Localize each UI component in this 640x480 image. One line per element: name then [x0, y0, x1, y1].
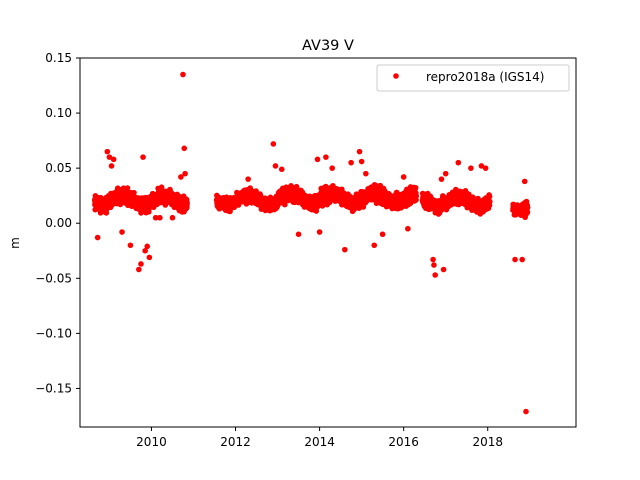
- data-point: [468, 165, 474, 171]
- data-point: [524, 209, 531, 215]
- x-tick-label: 2016: [388, 435, 419, 449]
- data-point: [329, 165, 336, 171]
- data-point: [521, 178, 528, 185]
- data-point: [342, 246, 348, 253]
- x-tick-label: 2010: [136, 435, 167, 449]
- y-tick-label: −0.10: [35, 326, 72, 340]
- data-point: [131, 189, 137, 196]
- data-point: [356, 148, 363, 155]
- data-point: [430, 256, 436, 263]
- data-point: [516, 203, 523, 210]
- data-points-layer: [91, 71, 531, 415]
- data-point: [136, 266, 142, 273]
- data-point: [486, 193, 493, 200]
- y-tick-label: 0.05: [45, 161, 72, 175]
- y-tick-label: −0.05: [35, 271, 72, 285]
- data-point: [455, 159, 462, 166]
- legend: repro2018a (IGS14): [376, 64, 570, 92]
- y-tick-label: −0.15: [35, 381, 72, 395]
- axes-layer: 2010 2012 2014 2016 2018 0.15 0.10 0.05 0.00 −0.0…: [35, 51, 577, 449]
- data-point: [157, 214, 163, 221]
- data-point: [169, 214, 176, 221]
- y-tick-label: 0.00: [45, 216, 72, 230]
- data-point: [119, 229, 125, 235]
- data-point: [94, 234, 101, 241]
- x-tick-label: 2014: [304, 435, 335, 449]
- legend-marker: [393, 73, 399, 79]
- y-tick-label: 0.15: [45, 51, 72, 65]
- data-point: [124, 185, 131, 191]
- data-point: [142, 247, 148, 254]
- data-point: [181, 145, 188, 152]
- data-point: [519, 256, 525, 263]
- data-point: [138, 261, 144, 267]
- data-point: [524, 204, 531, 211]
- data-point: [178, 174, 184, 180]
- data-point: [184, 200, 190, 206]
- data-point: [442, 170, 449, 177]
- legend-label: repro2018a (IGS14): [426, 70, 544, 84]
- chart-title: AV39 V: [302, 38, 354, 54]
- data-point: [180, 71, 186, 78]
- data-point: [278, 166, 285, 173]
- data-point: [146, 254, 153, 261]
- data-point: [314, 156, 321, 163]
- data-point: [438, 176, 445, 182]
- data-point: [158, 184, 165, 191]
- data-point: [316, 229, 323, 235]
- data-point: [140, 154, 146, 160]
- data-point: [405, 225, 411, 232]
- data-point: [108, 163, 115, 169]
- data-point: [486, 198, 493, 205]
- data-point: [182, 170, 188, 177]
- data-point: [323, 154, 329, 160]
- data-point: [523, 408, 529, 415]
- x-tick-label: 2012: [220, 435, 251, 449]
- data-point: [400, 174, 407, 180]
- data-point: [295, 231, 302, 238]
- data-point: [431, 262, 437, 268]
- data-point: [413, 193, 420, 199]
- data-point: [379, 231, 386, 238]
- data-point: [482, 165, 489, 171]
- data-point: [144, 243, 151, 250]
- data-point: [432, 272, 438, 278]
- data-point: [270, 141, 277, 147]
- x-tick-label: 2018: [472, 435, 503, 449]
- y-axis-label: m: [8, 237, 22, 249]
- data-point: [363, 170, 369, 177]
- data-point: [110, 156, 117, 163]
- data-point: [127, 242, 134, 249]
- data-point: [348, 159, 354, 166]
- data-point: [412, 184, 419, 191]
- data-point: [358, 158, 365, 165]
- data-point: [440, 266, 447, 273]
- data-point: [104, 148, 111, 155]
- y-tick-label: 0.10: [45, 106, 72, 120]
- data-point: [272, 163, 279, 169]
- data-point: [106, 154, 113, 160]
- data-point: [152, 214, 159, 221]
- data-point: [371, 242, 378, 249]
- plot-frame: [79, 57, 577, 428]
- data-point: [512, 256, 518, 263]
- data-point: [478, 163, 485, 169]
- data-point: [245, 176, 251, 182]
- legend-box: [376, 64, 570, 92]
